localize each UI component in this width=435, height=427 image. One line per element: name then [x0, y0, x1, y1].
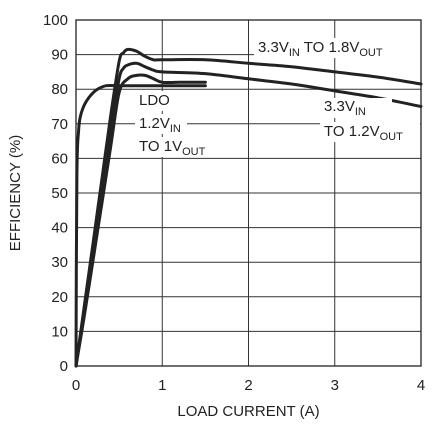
y-tick-label: 0: [60, 358, 68, 375]
label-background: [254, 38, 422, 58]
label-3v3-in: 3.3VIN: [324, 98, 366, 118]
curve-middle: [74, 73, 207, 368]
y-tick-label: 30: [51, 254, 68, 271]
y-tick-label: 10: [51, 323, 68, 340]
label-background: [135, 114, 187, 134]
x-tick-label: 3: [331, 377, 339, 394]
curve-3v3-to-1v2: [74, 61, 423, 368]
label-to-1v-out: TO 1VOUT: [139, 138, 206, 158]
curves: [74, 47, 423, 368]
x-tick-label: 1: [158, 377, 166, 394]
x-tick-label: 0: [72, 377, 80, 394]
label-3v3-to-1v8: 3.3VIN TO 1.8VOUT: [258, 39, 383, 59]
plot-frame: [75, 19, 422, 367]
curve-ldo: [74, 83, 207, 368]
x-axis-label: LOAD CURRENT (A): [177, 403, 319, 420]
x-tick-label: 2: [244, 377, 252, 394]
y-tick-label: 80: [51, 81, 68, 98]
label-1v2-in: 1.2VIN: [139, 115, 181, 135]
y-tick-label: 100: [43, 12, 68, 29]
y-axis-label: EFFICIENCY (%): [7, 135, 24, 251]
label-background: [135, 91, 169, 111]
label-background: [320, 122, 420, 142]
tick-labels: 0 10 20 30 40 50 60 70 80 90 100 0 1 2 3 4: [43, 12, 425, 394]
annotations: 3.3VIN TO 1.8VOUT 3.3VIN TO 1.2VOUT LDO 1.2V…: [135, 38, 422, 158]
label-background: [320, 98, 392, 118]
x-tick-label: 4: [417, 377, 425, 394]
y-tick-label: 50: [51, 185, 68, 202]
grid-lines: [76, 20, 421, 366]
y-tick-label: 70: [51, 116, 68, 133]
label-background: [135, 137, 215, 157]
y-tick-label: 20: [51, 289, 68, 306]
y-tick-label: 60: [51, 150, 68, 167]
y-tick-label: 90: [51, 47, 68, 64]
label-to-1v2-out: TO 1.2VOUT: [324, 123, 403, 143]
y-tick-label: 40: [51, 220, 68, 237]
label-ldo: LDO: [139, 92, 170, 109]
